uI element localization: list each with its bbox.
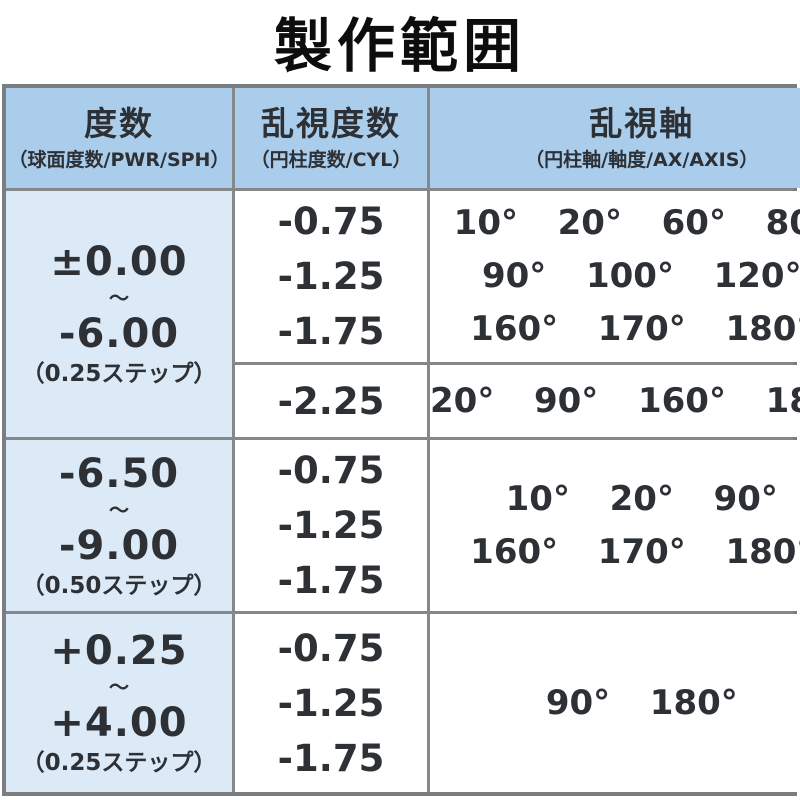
axis-line: 10° 20° 60° 80° bbox=[453, 203, 800, 243]
power-step: （0.50ステップ） bbox=[21, 572, 217, 599]
cylinder-values-row1a: -0.75 -1.25 -1.75 bbox=[235, 191, 427, 362]
cylinder-value: -1.75 bbox=[277, 310, 385, 353]
power-range-row3: +0.25 〜 +4.00 （0.25ステップ） bbox=[6, 614, 232, 792]
cylinder-value: -1.75 bbox=[277, 736, 385, 780]
header-axis-main: 乱視軸 bbox=[589, 104, 695, 143]
axis-values-row1a: 10° 20° 60° 80° 90° 100° 120° 160° 170° … bbox=[430, 191, 800, 362]
cylinder-value: -2.25 bbox=[277, 379, 385, 423]
cylinder-value: -1.25 bbox=[277, 255, 385, 298]
axis-values-row3: 90° 180° bbox=[430, 614, 800, 792]
power-step: （0.25ステップ） bbox=[21, 361, 217, 387]
tilde: 〜 bbox=[109, 286, 129, 310]
power-from: -6.50 bbox=[58, 450, 180, 497]
cylinder-value: -0.75 bbox=[277, 449, 385, 492]
cylinder-value: -1.75 bbox=[277, 559, 385, 602]
axis-line: 20° 90° 160° 180° bbox=[430, 380, 800, 421]
tilde: 〜 bbox=[109, 497, 129, 522]
tilde: 〜 bbox=[109, 675, 129, 699]
header-cylinder-main: 乱視度数 bbox=[261, 104, 401, 143]
axis-line: 10° 20° 90° bbox=[505, 478, 778, 519]
cylinder-value: -1.25 bbox=[277, 681, 385, 725]
cylinder-value: -1.25 bbox=[277, 504, 385, 547]
power-to: -6.00 bbox=[58, 311, 180, 357]
axis-line: 160° 170° 180° bbox=[470, 531, 800, 572]
axis-line: 90° 180° bbox=[545, 682, 738, 723]
power-range-row2: -6.50 〜 -9.00 （0.50ステップ） bbox=[6, 440, 232, 611]
axis-values-row1b: 20° 90° 160° 180° bbox=[430, 365, 800, 437]
cylinder-values-row1b: -2.25 bbox=[235, 365, 427, 437]
page-title: 製作範囲 bbox=[273, 12, 526, 80]
power-to: +4.00 bbox=[50, 700, 188, 746]
power-from: ±0.00 bbox=[50, 239, 188, 285]
power-range-row1: ±0.00 〜 -6.00 （0.25ステップ） bbox=[6, 191, 232, 437]
power-to: -9.00 bbox=[58, 522, 180, 569]
cylinder-value: -0.75 bbox=[277, 200, 385, 243]
header-power-main: 度数 bbox=[84, 104, 154, 143]
power-step: （0.25ステップ） bbox=[21, 750, 217, 776]
header-cylinder: 乱視度数 （円柱度数/CYL） bbox=[235, 88, 427, 188]
axis-line: 90° 100° 120° bbox=[481, 256, 800, 296]
cylinder-value: -0.75 bbox=[277, 626, 385, 670]
axis-values-row2: 10° 20° 90° 160° 170° 180° bbox=[430, 440, 800, 611]
cylinder-values-row2: -0.75 -1.25 -1.75 bbox=[235, 440, 427, 611]
header-axis: 乱視軸 （円柱軸/軸度/AX/AXIS） bbox=[430, 88, 800, 188]
cylinder-values-row3: -0.75 -1.25 -1.75 bbox=[235, 614, 427, 792]
power-from: +0.25 bbox=[50, 628, 188, 674]
header-power-sub: （球面度数/PWR/SPH） bbox=[8, 149, 230, 171]
production-range-table: 度数 （球面度数/PWR/SPH） 乱視度数 （円柱度数/CYL） 乱視軸 （円… bbox=[2, 84, 800, 796]
header-cylinder-sub: （円柱度数/CYL） bbox=[250, 149, 412, 171]
header-power: 度数 （球面度数/PWR/SPH） bbox=[6, 88, 232, 188]
header-axis-sub: （円柱軸/軸度/AX/AXIS） bbox=[525, 149, 759, 171]
axis-line: 160° 170° 180° bbox=[470, 309, 800, 349]
